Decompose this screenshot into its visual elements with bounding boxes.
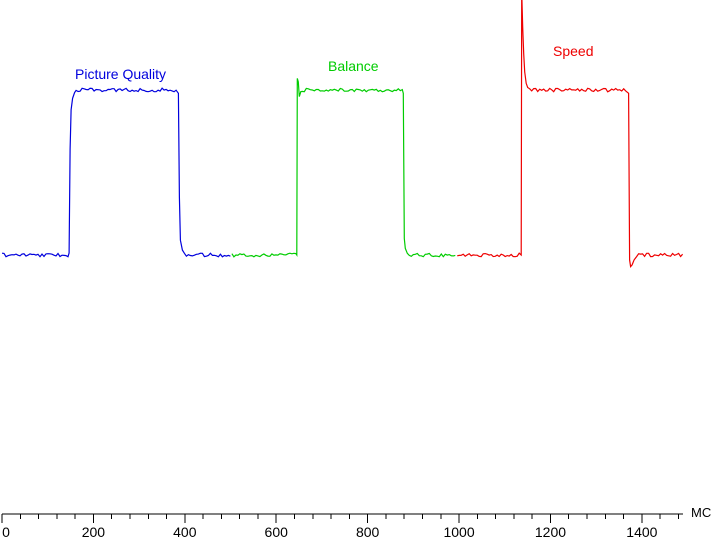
- svg-text:1400: 1400: [626, 524, 657, 540]
- series-label-picture-quality: Picture Quality: [75, 66, 167, 82]
- svg-text:600: 600: [265, 524, 289, 540]
- svg-text:1000: 1000: [443, 524, 474, 540]
- svg-text:200: 200: [82, 524, 106, 540]
- svg-text:800: 800: [356, 524, 380, 540]
- svg-text:1200: 1200: [535, 524, 566, 540]
- svg-text:0: 0: [2, 524, 10, 540]
- series-label-balance: Balance: [328, 58, 379, 74]
- series-label-speed: Speed: [553, 43, 594, 59]
- x-axis-unit-label: MC: [691, 505, 711, 520]
- svg-text:400: 400: [173, 524, 197, 540]
